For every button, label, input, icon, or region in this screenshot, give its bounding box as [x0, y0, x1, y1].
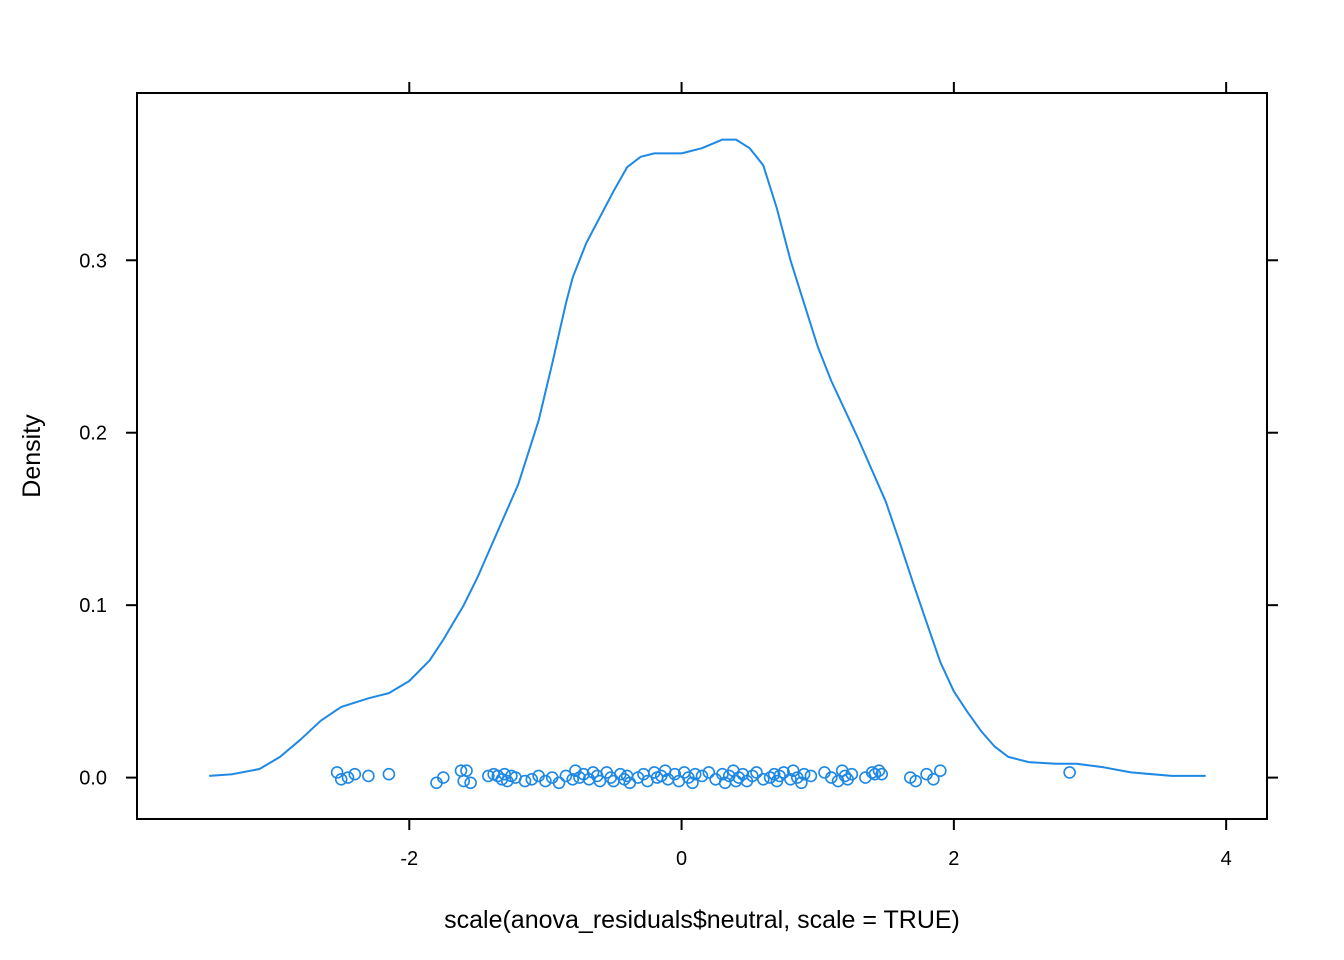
- data-point: [838, 769, 852, 783]
- data-point: [909, 774, 923, 788]
- y-axis-title: Density: [18, 414, 46, 498]
- data-point: [1063, 766, 1076, 779]
- data-point: [436, 771, 450, 784]
- data-point: [824, 771, 838, 784]
- data-point: [573, 771, 586, 784]
- data-point: [716, 767, 729, 781]
- data-point: [804, 769, 818, 783]
- y-tick-label: 0.3: [79, 250, 107, 272]
- data-point: [773, 769, 786, 783]
- data-point: [872, 764, 886, 778]
- x-axis-title: scale(anova_residuals$neutral, scale = T…: [444, 906, 960, 934]
- y-tick-label: 0.2: [79, 423, 107, 445]
- x-tick-label: 0: [676, 848, 687, 870]
- data-point: [786, 764, 800, 778]
- data-point: [330, 766, 344, 779]
- data-point: [559, 769, 573, 783]
- x-tick-label: -2: [400, 848, 418, 870]
- data-point: [382, 767, 396, 781]
- axes: -2 0 2 4 0.0 0.1 0.2 0.3: [79, 82, 1278, 870]
- data-point: [688, 767, 702, 781]
- data-point: [518, 774, 532, 788]
- x-tick-label: 4: [1221, 848, 1232, 870]
- data-point: [620, 769, 634, 783]
- data-point: [464, 776, 477, 790]
- y-tick-label: 0.0: [79, 768, 107, 790]
- data-point: [362, 769, 375, 783]
- data-point: [491, 769, 505, 783]
- data-point: [868, 767, 882, 781]
- data-point: [865, 766, 879, 779]
- data-point: [525, 772, 539, 786]
- data-point: [607, 774, 620, 788]
- data-point: [746, 769, 759, 783]
- data-point: [695, 769, 709, 783]
- data-point: [334, 772, 348, 786]
- data-point: [586, 766, 600, 779]
- x-tick-label: 2: [948, 848, 959, 870]
- data-point: [927, 772, 940, 786]
- data-point: [702, 766, 716, 779]
- plot-panel-border: [136, 92, 1268, 820]
- data-point: [481, 769, 495, 783]
- plot-area: [209, 138, 1206, 790]
- data-point: [569, 764, 582, 778]
- data-point: [777, 766, 791, 779]
- data-point: [795, 776, 808, 790]
- data-point: [348, 767, 362, 781]
- data-point: [845, 767, 859, 781]
- data-point: [750, 766, 763, 779]
- data-point: [784, 772, 797, 786]
- data-point: [341, 771, 355, 784]
- data-point: [539, 774, 552, 788]
- y-tick-label: 0.1: [79, 595, 107, 617]
- data-point: [457, 774, 471, 788]
- data-point: [566, 772, 580, 786]
- data-point: [686, 776, 699, 790]
- data-point: [797, 767, 811, 781]
- data-point: [933, 764, 947, 778]
- data-point: [763, 771, 777, 784]
- data-point: [756, 772, 770, 786]
- data-point: [732, 771, 746, 784]
- data-point: [875, 767, 889, 781]
- data-point: [498, 767, 511, 781]
- data-point: [736, 767, 750, 781]
- data-point: [767, 767, 781, 781]
- data-point: [668, 767, 682, 781]
- data-point: [593, 774, 607, 788]
- data-point: [460, 764, 473, 778]
- density-curve: [209, 138, 1206, 777]
- data-point: [552, 776, 566, 790]
